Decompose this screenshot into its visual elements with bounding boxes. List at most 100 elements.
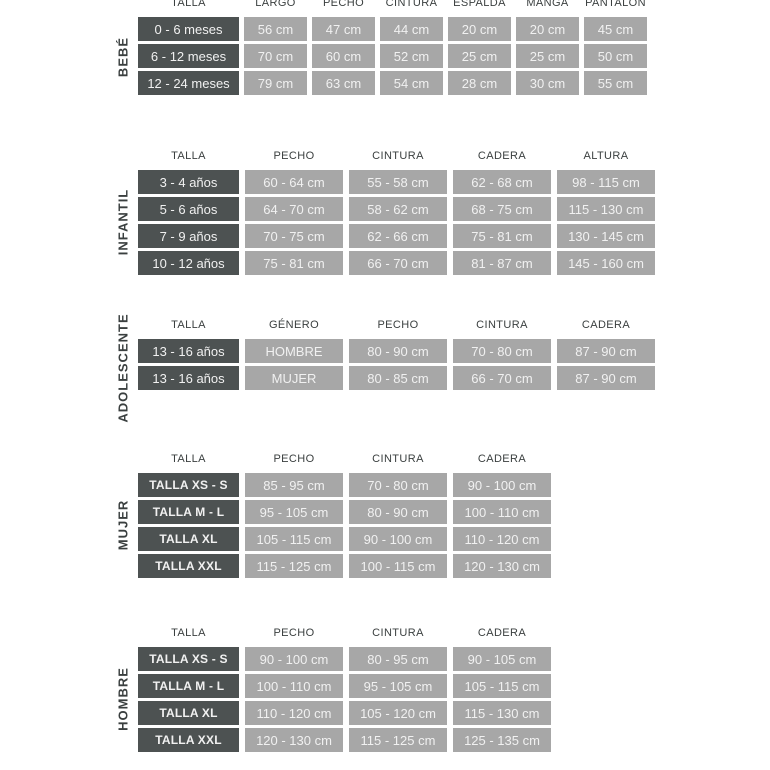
- measurement-cell: 60 cm: [312, 44, 375, 68]
- column-header: CINTURA: [385, 0, 438, 9]
- table-row: 3 - 4 años 60 - 64 cm 55 - 58 cm 62 - 68 cm…: [138, 170, 655, 194]
- measurement-cell: MUJER: [245, 366, 343, 390]
- measurement-cell: 95 - 105 cm: [349, 674, 447, 698]
- table-row: 7 - 9 años 70 - 75 cm 62 - 66 cm 75 - 81 cm…: [138, 224, 655, 248]
- measurement-cell: 100 - 110 cm: [453, 500, 551, 524]
- measurement-cell: 25 cm: [448, 44, 511, 68]
- measurement-cell: 68 - 75 cm: [453, 197, 551, 221]
- size-table-bebe: TALLA LARGO PECHO CINTURA ESPALDA MANGA PANTAL…: [138, 0, 647, 98]
- measurement-cell: 64 - 70 cm: [245, 197, 343, 221]
- size-cell: TALLA XS - S: [138, 647, 239, 671]
- measurement-cell: 80 - 90 cm: [349, 339, 447, 363]
- column-header: TALLA: [171, 0, 206, 9]
- side-label-hombre: HOMBRE: [115, 667, 131, 731]
- measurement-cell: 63 cm: [312, 71, 375, 95]
- size-cell: 7 - 9 años: [138, 224, 239, 248]
- table-row: 6 - 12 meses 70 cm 60 cm 52 cm 25 cm 25 cm 50 …: [138, 44, 647, 68]
- measurement-cell: HOMBRE: [245, 339, 343, 363]
- measurement-cell: 98 - 115 cm: [557, 170, 655, 194]
- table-row: TALLA M - L 100 - 110 cm 95 - 105 cm 105 - …: [138, 674, 551, 698]
- column-header: GÉNERO: [268, 319, 320, 331]
- table-row: 0 - 6 meses 56 cm 47 cm 44 cm 20 cm 20 cm 45 c…: [138, 17, 647, 41]
- table-row: 13 - 16 años MUJER 80 - 85 cm 66 - 70 cm 87 …: [138, 366, 655, 390]
- column-header: CINTURA: [372, 150, 424, 162]
- column-header: TALLA: [171, 453, 206, 465]
- measurement-cell: 70 - 75 cm: [245, 224, 343, 248]
- column-header: ALTURA: [583, 150, 629, 162]
- measurement-cell: 28 cm: [448, 71, 511, 95]
- measurement-cell: 115 - 130 cm: [557, 197, 655, 221]
- size-table-hombre: TALLA PECHO CINTURA CADERA TALLA XS - S 90 - …: [138, 625, 551, 755]
- measurement-cell: 70 - 80 cm: [349, 473, 447, 497]
- table-row: TALLA XS - S 90 - 100 cm 80 - 95 cm 90 - 10…: [138, 647, 551, 671]
- measurement-cell: 80 - 85 cm: [349, 366, 447, 390]
- column-header: PECHO: [322, 0, 365, 9]
- measurement-cell: 30 cm: [516, 71, 579, 95]
- measurement-cell: 80 - 95 cm: [349, 647, 447, 671]
- measurement-cell: 66 - 70 cm: [349, 251, 447, 275]
- measurement-cell: 62 - 68 cm: [453, 170, 551, 194]
- side-label-adolescente: ADOLESCENTE: [115, 313, 131, 423]
- measurement-cell: 75 - 81 cm: [245, 251, 343, 275]
- column-header: CADERA: [477, 150, 527, 162]
- size-table-infantil: TALLA PECHO CINTURA CADERA ALTURA 3 - 4 años 6…: [138, 148, 655, 278]
- size-cell: TALLA XXL: [138, 554, 239, 578]
- column-header-row: TALLA PECHO CINTURA CADERA ALTURA: [138, 148, 655, 164]
- measurement-cell: 55 cm: [584, 71, 647, 95]
- measurement-cell: 20 cm: [448, 17, 511, 41]
- measurement-cell: 87 - 90 cm: [557, 339, 655, 363]
- measurement-cell: 81 - 87 cm: [453, 251, 551, 275]
- measurement-cell: 70 - 80 cm: [453, 339, 551, 363]
- column-header: PANTALÓN: [585, 0, 646, 9]
- measurement-cell: 115 - 125 cm: [349, 728, 447, 752]
- size-cell: 13 - 16 años: [138, 366, 239, 390]
- column-header: TALLA: [171, 319, 206, 331]
- measurement-cell: 125 - 135 cm: [453, 728, 551, 752]
- column-header: CADERA: [477, 627, 527, 639]
- measurement-cell: 115 - 125 cm: [245, 554, 343, 578]
- measurement-cell: 20 cm: [516, 17, 579, 41]
- column-header-row: TALLA PECHO CINTURA CADERA: [138, 451, 551, 467]
- measurement-cell: 75 - 81 cm: [453, 224, 551, 248]
- column-header: CINTURA: [372, 627, 424, 639]
- measurement-cell: 50 cm: [584, 44, 647, 68]
- size-cell: 10 - 12 años: [138, 251, 239, 275]
- column-header-row: TALLA PECHO CINTURA CADERA: [138, 625, 551, 641]
- column-header: LARGO: [255, 0, 296, 9]
- measurement-cell: 115 - 130 cm: [453, 701, 551, 725]
- table-row: 5 - 6 años 64 - 70 cm 58 - 62 cm 68 - 75 cm…: [138, 197, 655, 221]
- measurement-cell: 80 - 90 cm: [349, 500, 447, 524]
- table-row: TALLA XXL 120 - 130 cm 115 - 125 cm 125 - 1…: [138, 728, 551, 752]
- table-row: TALLA XL 110 - 120 cm 105 - 120 cm 115 - 13…: [138, 701, 551, 725]
- measurement-cell: 105 - 115 cm: [453, 674, 551, 698]
- measurement-cell: 90 - 100 cm: [245, 647, 343, 671]
- measurement-cell: 45 cm: [584, 17, 647, 41]
- measurement-cell: 110 - 120 cm: [245, 701, 343, 725]
- size-cell: TALLA M - L: [138, 500, 239, 524]
- column-header: ESPALDA: [453, 0, 506, 9]
- table-row: TALLA XL 105 - 115 cm 90 - 100 cm 110 - 120…: [138, 527, 551, 551]
- measurement-cell: 55 - 58 cm: [349, 170, 447, 194]
- size-table-adolescente: TALLA GÉNERO PECHO CINTURA CADERA 13 - 16 año…: [138, 317, 655, 393]
- measurement-cell: 90 - 100 cm: [349, 527, 447, 551]
- size-cell: 13 - 16 años: [138, 339, 239, 363]
- measurement-cell: 145 - 160 cm: [557, 251, 655, 275]
- measurement-cell: 95 - 105 cm: [245, 500, 343, 524]
- measurement-cell: 47 cm: [312, 17, 375, 41]
- column-header: PECHO: [273, 627, 315, 639]
- column-header: PECHO: [273, 453, 315, 465]
- measurement-cell: 90 - 100 cm: [453, 473, 551, 497]
- column-header-row: TALLA LARGO PECHO CINTURA ESPALDA MANGA PANTAL…: [138, 0, 647, 11]
- column-header: CINTURA: [372, 453, 424, 465]
- measurement-cell: 25 cm: [516, 44, 579, 68]
- column-header: CADERA: [581, 319, 631, 331]
- size-cell: 0 - 6 meses: [138, 17, 239, 41]
- measurement-cell: 130 - 145 cm: [557, 224, 655, 248]
- side-label-mujer: MUJER: [115, 499, 131, 551]
- size-table-mujer: TALLA PECHO CINTURA CADERA TALLA XS - S 85 - …: [138, 451, 551, 581]
- size-cell: TALLA XXL: [138, 728, 239, 752]
- size-cell: TALLA XL: [138, 701, 239, 725]
- size-cell: 5 - 6 años: [138, 197, 239, 221]
